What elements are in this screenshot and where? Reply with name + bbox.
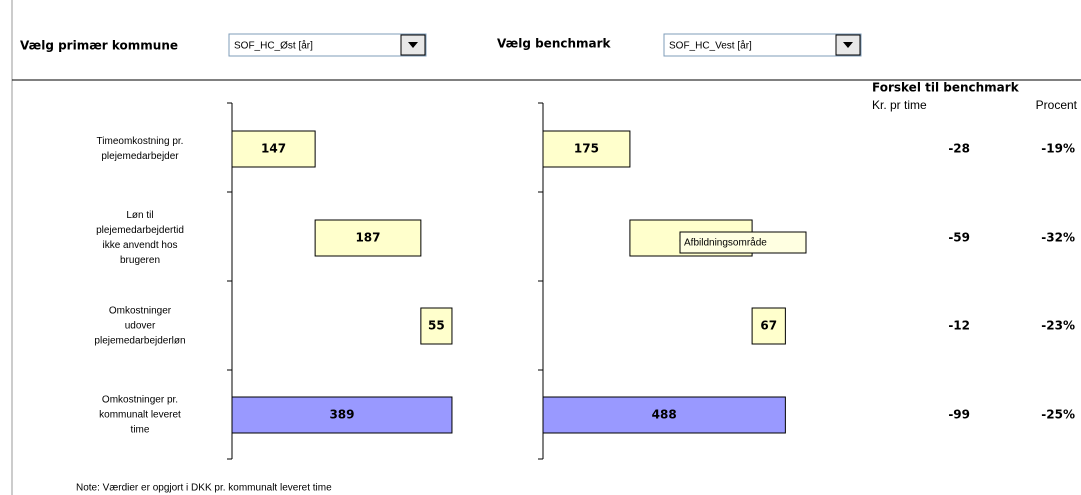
bar-label: 187 bbox=[355, 231, 380, 245]
total-bar bbox=[542, 396, 786, 434]
bar-label: 147 bbox=[261, 142, 286, 156]
bar bbox=[231, 130, 316, 168]
tooltip: Afbildningsområde bbox=[679, 231, 807, 254]
diff-col2: Procent bbox=[1036, 98, 1078, 112]
category-label: Omkostninger bbox=[109, 306, 172, 317]
primary-value: SOF_HC_Øst [år] bbox=[234, 40, 313, 52]
diff-pct: -32% bbox=[1041, 231, 1075, 245]
category-label: plejemedarbejdertid bbox=[96, 225, 184, 236]
diff-col1: Kr. pr time bbox=[872, 98, 927, 112]
note: Note: Værdier er opgjort i DKK pr. kommu… bbox=[76, 483, 332, 494]
category-label: kommunalt leveret bbox=[99, 410, 181, 421]
tooltip-box bbox=[679, 231, 807, 254]
category-label: time bbox=[131, 425, 150, 436]
benchmark-select[interactable]: SOF_HC_Vest [år] bbox=[663, 33, 862, 57]
category-label: plejemedarbejderløn bbox=[94, 336, 185, 347]
primary-label: Vælg primær kommune bbox=[20, 39, 178, 53]
diff-kr: -99 bbox=[948, 408, 970, 422]
category-label: udover bbox=[125, 321, 156, 332]
diff-pct: -19% bbox=[1041, 142, 1075, 156]
bar bbox=[751, 307, 786, 345]
diff-kr: -12 bbox=[948, 319, 970, 333]
category-label: Timeomkostning pr. bbox=[97, 136, 184, 147]
bar bbox=[314, 219, 422, 257]
benchmark-value: SOF_HC_Vest [år] bbox=[669, 40, 752, 52]
benchmark-label: Vælg benchmark bbox=[497, 37, 612, 51]
total-bar bbox=[231, 396, 453, 434]
category-label: ikke anvendt hos bbox=[102, 240, 177, 251]
diff-pct: -23% bbox=[1041, 319, 1075, 333]
primary-select[interactable]: SOF_HC_Øst [år] bbox=[228, 33, 427, 57]
category-label: Omkostninger pr. bbox=[102, 395, 178, 406]
diff-pct: -25% bbox=[1041, 408, 1075, 422]
bar-label: 175 bbox=[574, 142, 599, 156]
category-label: Løn til bbox=[126, 210, 153, 221]
bar-label: 488 bbox=[652, 408, 677, 422]
category-label: plejemedarbejder bbox=[101, 151, 179, 162]
bar-label: 67 bbox=[760, 319, 777, 333]
bar-label: 55 bbox=[428, 319, 445, 333]
bar-label: 389 bbox=[329, 408, 354, 422]
tooltip-text: Afbildningsområde bbox=[684, 237, 767, 249]
bar bbox=[542, 130, 631, 168]
bar bbox=[420, 307, 453, 345]
diff-title: Forskel til benchmark bbox=[872, 81, 1020, 95]
diff-kr: -59 bbox=[948, 231, 970, 245]
category-label: brugeren bbox=[120, 255, 160, 266]
diff-kr: -28 bbox=[948, 142, 970, 156]
